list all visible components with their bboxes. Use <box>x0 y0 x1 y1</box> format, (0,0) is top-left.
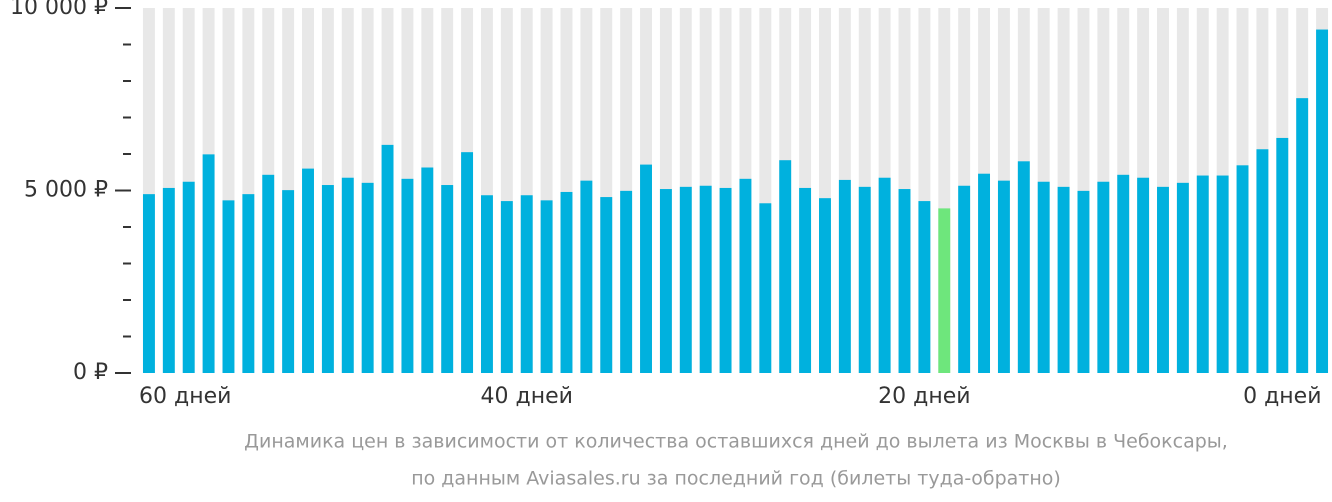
bar <box>1097 181 1110 373</box>
bar-background <box>480 8 493 373</box>
bar <box>302 168 314 373</box>
caption: Динамика цен в зависимости от количества… <box>244 431 1228 453</box>
bar <box>1276 137 1289 373</box>
bar <box>1117 174 1130 373</box>
bar <box>799 187 812 373</box>
bar <box>441 185 454 373</box>
bar <box>401 178 414 373</box>
bar <box>1296 98 1309 373</box>
bar <box>540 200 553 373</box>
bar <box>938 208 951 373</box>
y-tick-label: 10 000 ₽ <box>10 0 108 20</box>
bar <box>779 160 792 373</box>
y-tick-label: 5 000 ₽ <box>24 178 108 203</box>
bar <box>142 194 155 373</box>
bar <box>997 180 1010 373</box>
bar-background <box>142 8 155 373</box>
bar <box>858 186 871 373</box>
bar-background <box>918 8 931 373</box>
bar-background <box>1077 8 1090 373</box>
y-tick-label: 0 ₽ <box>73 360 108 385</box>
bar <box>1216 175 1229 373</box>
bar <box>838 179 851 373</box>
bar <box>1256 149 1269 373</box>
bar <box>1316 29 1329 373</box>
bar <box>1196 175 1209 373</box>
bar <box>341 177 354 373</box>
bar <box>461 152 474 373</box>
x-tick-label: 0 дней <box>1243 384 1321 409</box>
x-tick-label: 20 дней <box>878 384 970 409</box>
bar <box>819 198 831 373</box>
bar <box>679 186 692 373</box>
bar <box>699 185 712 373</box>
bar <box>1176 182 1189 373</box>
bar <box>1157 186 1169 373</box>
x-tick-label: 60 дней <box>139 384 231 409</box>
bar <box>620 190 633 373</box>
bar <box>202 154 215 373</box>
bar <box>580 180 593 373</box>
bar <box>222 200 235 373</box>
bar <box>1017 161 1030 373</box>
bar <box>282 190 295 373</box>
bar <box>182 181 195 373</box>
bar-background <box>620 8 633 373</box>
bar <box>1037 181 1050 373</box>
caption: по данным Aviasales.ru за последний год … <box>411 468 1061 490</box>
bar <box>480 195 493 373</box>
bar <box>1137 177 1150 373</box>
bar-background <box>938 8 951 373</box>
bar <box>600 197 613 373</box>
bar <box>520 195 533 373</box>
bar <box>918 201 931 373</box>
bar <box>421 167 434 373</box>
bar <box>162 187 175 373</box>
bar <box>659 189 672 373</box>
bar-background <box>600 8 613 373</box>
bar <box>978 173 991 373</box>
bar <box>500 201 513 373</box>
bar-background <box>242 8 255 373</box>
bar <box>262 174 275 373</box>
bar <box>640 164 652 373</box>
bar-background <box>500 8 513 373</box>
bar-background <box>540 8 553 373</box>
bar <box>560 191 573 373</box>
bar-background <box>819 8 831 373</box>
bar-background <box>560 8 573 373</box>
bar-background <box>759 8 772 373</box>
bar <box>739 178 752 373</box>
bar <box>242 194 255 373</box>
bar <box>719 187 732 373</box>
x-tick-label: 40 дней <box>481 384 573 409</box>
bar <box>361 182 374 373</box>
bar <box>878 177 891 373</box>
bar <box>381 144 394 373</box>
bar <box>1077 190 1090 373</box>
bar <box>898 189 911 373</box>
bar-background <box>520 8 533 373</box>
bar <box>1057 186 1070 373</box>
bar <box>958 185 971 373</box>
bar <box>759 203 772 373</box>
bar-background <box>222 8 235 373</box>
bar <box>1236 165 1249 373</box>
bar <box>321 185 334 373</box>
